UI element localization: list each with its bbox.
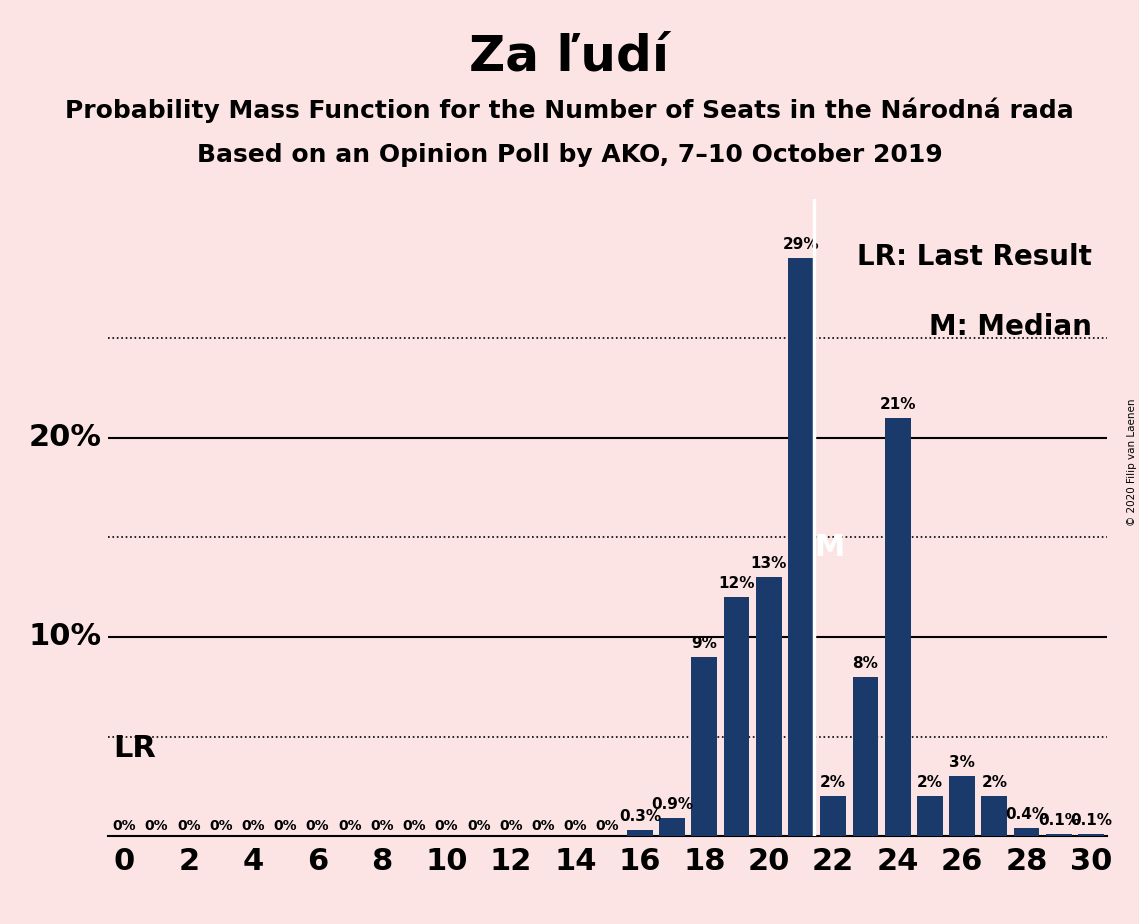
Text: 0.1%: 0.1%: [1070, 813, 1112, 828]
Bar: [982, 796, 1007, 836]
Text: M: M: [814, 533, 845, 562]
Text: Za ľudí: Za ľudí: [469, 32, 670, 80]
Text: 21%: 21%: [879, 396, 916, 412]
Text: 0%: 0%: [370, 820, 394, 833]
Text: M: Median: M: Median: [929, 313, 1092, 342]
Text: 0%: 0%: [177, 820, 200, 833]
Bar: [853, 676, 878, 836]
Bar: [723, 597, 749, 836]
Bar: [820, 796, 846, 836]
Text: 0%: 0%: [532, 820, 555, 833]
Text: LR: LR: [113, 734, 156, 763]
Text: 9%: 9%: [691, 636, 718, 650]
Text: 3%: 3%: [949, 756, 975, 771]
Text: 0%: 0%: [467, 820, 491, 833]
Bar: [691, 657, 718, 836]
Bar: [1046, 834, 1072, 836]
Text: 0%: 0%: [596, 820, 620, 833]
Text: 0%: 0%: [564, 820, 588, 833]
Text: 0%: 0%: [306, 820, 329, 833]
Bar: [1079, 834, 1104, 836]
Text: 13%: 13%: [751, 556, 787, 571]
Text: 0.4%: 0.4%: [1006, 808, 1048, 822]
Text: 20%: 20%: [28, 423, 101, 452]
Text: 12%: 12%: [719, 577, 755, 591]
Bar: [626, 831, 653, 836]
Bar: [1014, 828, 1040, 836]
Text: 8%: 8%: [852, 656, 878, 671]
Bar: [917, 796, 943, 836]
Text: © 2020 Filip van Laenen: © 2020 Filip van Laenen: [1126, 398, 1137, 526]
Text: 0%: 0%: [435, 820, 458, 833]
Bar: [885, 418, 910, 836]
Text: 0%: 0%: [499, 820, 523, 833]
Text: 0%: 0%: [338, 820, 362, 833]
Text: 2%: 2%: [982, 775, 1007, 790]
Text: 0%: 0%: [113, 820, 137, 833]
Text: Probability Mass Function for the Number of Seats in the Národná rada: Probability Mass Function for the Number…: [65, 97, 1074, 123]
Bar: [788, 259, 814, 836]
Bar: [659, 819, 685, 836]
Bar: [949, 776, 975, 836]
Text: 0.9%: 0.9%: [652, 797, 694, 812]
Bar: [756, 578, 781, 836]
Text: 2%: 2%: [917, 775, 943, 790]
Text: 0.1%: 0.1%: [1038, 813, 1080, 828]
Text: 0%: 0%: [241, 820, 265, 833]
Text: 2%: 2%: [820, 775, 846, 790]
Text: Based on an Opinion Poll by AKO, 7–10 October 2019: Based on an Opinion Poll by AKO, 7–10 Oc…: [197, 143, 942, 167]
Text: LR: Last Result: LR: Last Result: [858, 243, 1092, 272]
Text: 0%: 0%: [210, 820, 232, 833]
Text: 0%: 0%: [273, 820, 297, 833]
Text: 10%: 10%: [28, 623, 101, 651]
Text: 29%: 29%: [782, 237, 819, 252]
Text: 0%: 0%: [145, 820, 169, 833]
Text: 0.3%: 0.3%: [618, 809, 661, 824]
Text: 0%: 0%: [402, 820, 426, 833]
